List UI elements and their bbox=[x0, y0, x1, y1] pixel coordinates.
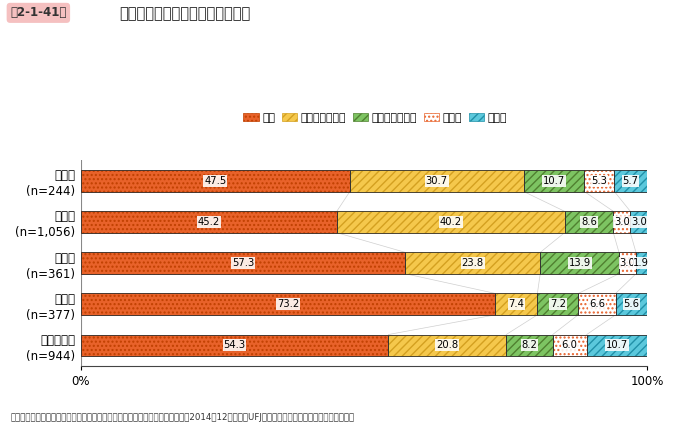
Text: 5.7: 5.7 bbox=[623, 176, 638, 186]
Text: 54.3: 54.3 bbox=[223, 340, 246, 350]
Bar bbox=[540, 252, 619, 274]
Text: 3.0: 3.0 bbox=[631, 217, 646, 227]
Bar bbox=[614, 170, 646, 192]
Text: 5.3: 5.3 bbox=[591, 176, 608, 186]
Text: 73.2: 73.2 bbox=[277, 299, 299, 309]
Text: 3.0: 3.0 bbox=[614, 217, 629, 227]
Bar bbox=[564, 211, 613, 233]
Bar bbox=[553, 335, 587, 356]
Text: 3.0: 3.0 bbox=[620, 258, 636, 268]
Bar bbox=[81, 252, 405, 274]
Text: 5.6: 5.6 bbox=[623, 299, 640, 309]
Bar bbox=[537, 293, 579, 315]
Bar bbox=[81, 293, 496, 315]
Bar bbox=[81, 211, 337, 233]
Bar bbox=[616, 293, 647, 315]
Text: 1.9: 1.9 bbox=[634, 258, 649, 268]
Text: 13.9: 13.9 bbox=[568, 258, 591, 268]
Bar bbox=[585, 170, 614, 192]
Bar bbox=[81, 335, 388, 356]
Bar bbox=[540, 252, 619, 274]
Bar bbox=[350, 170, 524, 192]
Bar bbox=[496, 293, 537, 315]
Bar bbox=[613, 211, 630, 233]
Text: 資料：中小企業庁委託「「市場開拓」と「新たな取り組み」に関する調査」（2014年12月、三菱UFJリサーチ＆コンサルティング株式会社）: 資料：中小企業庁委託「「市場開拓」と「新たな取り組み」に関する調査」（2014年… bbox=[10, 413, 354, 422]
Bar bbox=[579, 293, 616, 315]
Bar bbox=[81, 293, 496, 315]
Bar bbox=[613, 211, 630, 233]
Bar bbox=[616, 293, 647, 315]
Bar bbox=[587, 335, 647, 356]
Bar bbox=[81, 252, 405, 274]
Text: 57.3: 57.3 bbox=[232, 258, 254, 268]
Bar bbox=[619, 252, 636, 274]
Text: 6.6: 6.6 bbox=[589, 299, 605, 309]
Text: 7.4: 7.4 bbox=[509, 299, 524, 309]
Bar bbox=[81, 170, 350, 192]
Bar bbox=[507, 335, 553, 356]
Bar bbox=[405, 252, 540, 274]
Bar bbox=[81, 335, 388, 356]
Bar bbox=[585, 170, 614, 192]
Bar bbox=[496, 293, 537, 315]
Text: 45.2: 45.2 bbox=[198, 217, 220, 227]
Text: 10.7: 10.7 bbox=[606, 340, 628, 350]
Bar bbox=[81, 211, 337, 233]
Bar bbox=[537, 293, 579, 315]
Legend: 自社, 販売先・受注先, 仕入先、発注先, 消費者, その他: 自社, 販売先・受注先, 仕入先、発注先, 消費者, その他 bbox=[239, 108, 511, 127]
Text: 40.2: 40.2 bbox=[439, 217, 462, 227]
Text: 6.0: 6.0 bbox=[562, 340, 578, 350]
Text: 8.2: 8.2 bbox=[521, 340, 537, 350]
Bar bbox=[524, 170, 585, 192]
Bar bbox=[636, 252, 646, 274]
Bar bbox=[579, 293, 616, 315]
Text: 10.7: 10.7 bbox=[543, 176, 565, 186]
Bar bbox=[630, 211, 647, 233]
Bar bbox=[524, 170, 585, 192]
Bar bbox=[636, 252, 646, 274]
Bar bbox=[405, 252, 540, 274]
Text: 47.5: 47.5 bbox=[204, 176, 226, 186]
Bar bbox=[388, 335, 507, 356]
Bar bbox=[350, 170, 524, 192]
Bar bbox=[619, 252, 636, 274]
Bar bbox=[564, 211, 613, 233]
Bar bbox=[81, 170, 350, 192]
Text: 20.8: 20.8 bbox=[436, 340, 458, 350]
Bar bbox=[337, 211, 564, 233]
Bar bbox=[388, 335, 507, 356]
Bar bbox=[630, 211, 647, 233]
Text: 23.8: 23.8 bbox=[462, 258, 484, 268]
Bar bbox=[507, 335, 553, 356]
Text: 7.2: 7.2 bbox=[550, 299, 566, 309]
Bar bbox=[337, 211, 564, 233]
Bar bbox=[587, 335, 647, 356]
Text: 30.7: 30.7 bbox=[426, 176, 448, 186]
Text: 8.6: 8.6 bbox=[581, 217, 597, 227]
Text: 業種別に見た価格決定力をもつ先: 業種別に見た価格決定力をもつ先 bbox=[119, 6, 250, 21]
Bar bbox=[614, 170, 646, 192]
Bar bbox=[553, 335, 587, 356]
Text: 第2-1-41図: 第2-1-41図 bbox=[10, 6, 67, 20]
